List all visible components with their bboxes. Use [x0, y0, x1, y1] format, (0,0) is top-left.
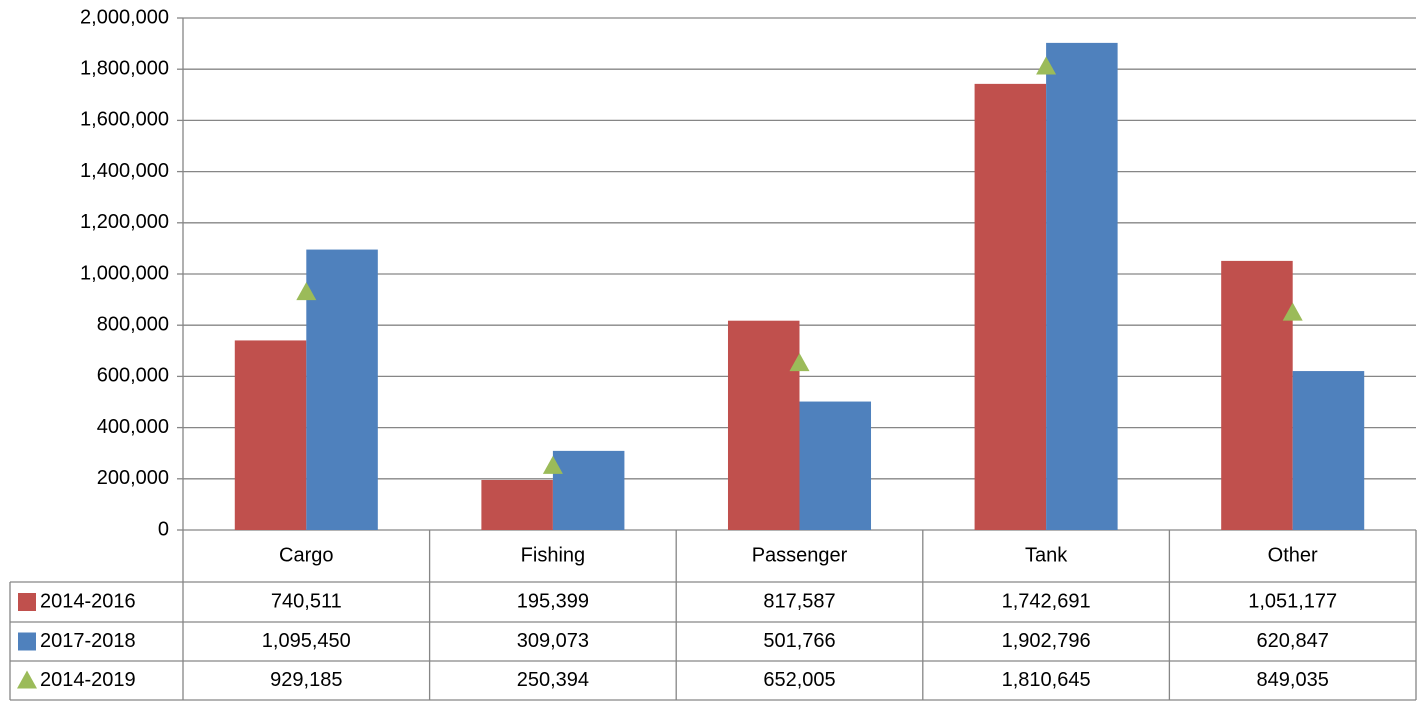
bar [1221, 260, 1293, 530]
bar [1046, 42, 1118, 531]
marker [1036, 56, 1057, 75]
legend-label: 2017-2018 [40, 630, 136, 652]
legend-label: 2014-2016 [40, 590, 136, 612]
category-label: Other [1268, 544, 1318, 566]
category-label: Tank [1025, 544, 1068, 566]
bar [1292, 371, 1365, 530]
y-tick-label: 400,000 [97, 416, 169, 438]
table-value: 1,742,691 [1002, 590, 1091, 612]
table-value: 929,185 [270, 669, 342, 691]
y-tick-label: 1,000,000 [80, 262, 169, 284]
marker [1282, 302, 1303, 321]
category-label: Passenger [752, 544, 848, 566]
marker [296, 282, 317, 301]
legend-key [18, 632, 36, 651]
y-tick-label: 1,800,000 [80, 57, 169, 79]
table-value: 1,810,645 [1002, 669, 1091, 691]
legend-key [17, 670, 37, 689]
y-tick-label: 1,200,000 [80, 211, 169, 233]
table-value: 620,847 [1257, 630, 1329, 652]
y-tick-label: 600,000 [97, 365, 169, 387]
bar [974, 83, 1047, 531]
bar [306, 249, 378, 530]
table-value: 652,005 [763, 669, 835, 691]
table-value: 1,095,450 [262, 630, 351, 652]
y-tick-label: 0 [158, 518, 169, 540]
marker [789, 353, 810, 372]
legend-label: 2014-2019 [40, 669, 136, 691]
legend-key [18, 593, 36, 611]
table-value: 849,035 [1257, 669, 1329, 691]
table-value: 309,073 [517, 630, 589, 652]
marker [542, 455, 563, 474]
table-value: 1,902,796 [1002, 630, 1091, 652]
bar [481, 479, 553, 530]
category-label: Cargo [279, 544, 333, 566]
category-label: Fishing [521, 544, 585, 566]
table-value: 250,394 [517, 669, 589, 691]
bar [552, 450, 625, 530]
bar [234, 340, 307, 530]
table-value: 740,511 [271, 590, 342, 612]
table-value: 1,051,177 [1248, 590, 1337, 612]
table-value: 501,766 [763, 630, 835, 652]
y-tick-label: 1,600,000 [80, 109, 169, 131]
bar [799, 401, 872, 530]
table-value: 817,587 [763, 590, 835, 612]
y-tick-label: 2,000,000 [80, 6, 169, 28]
bar [727, 320, 800, 530]
y-tick-label: 1,400,000 [80, 160, 169, 182]
y-tick-label: 200,000 [97, 467, 169, 489]
table-value: 195,399 [517, 590, 589, 612]
y-tick-label: 800,000 [97, 313, 169, 335]
